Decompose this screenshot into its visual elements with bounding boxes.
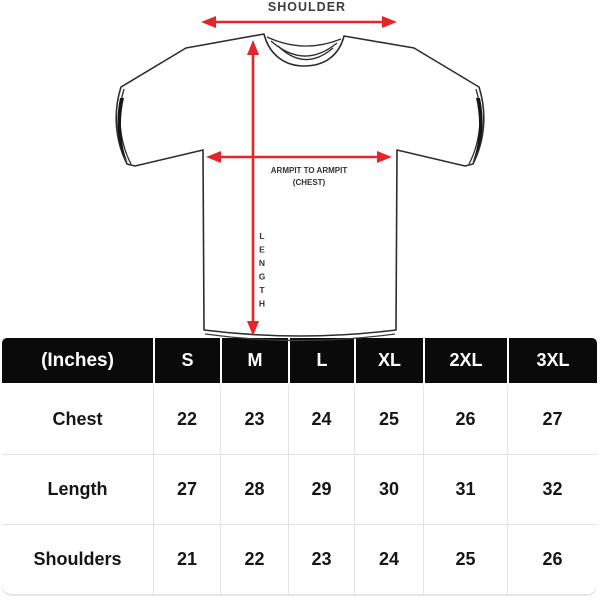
left-cuff-shadow [117, 98, 128, 163]
chest-label-line2: (CHEST) [292, 178, 326, 187]
right-cuff-seam [468, 88, 481, 165]
shoulder-label: SHOULDER [267, 0, 347, 14]
chest-label-line1: ARMPIT TO ARMPIT [270, 166, 348, 175]
cell-chest-l: 24 [289, 385, 355, 454]
cell-shoulders-l: 23 [289, 525, 355, 594]
length-label: LENGTH [257, 231, 267, 312]
header-size-s: S [155, 338, 220, 383]
header-size-3xl: 3XL [509, 338, 597, 383]
cell-chest-s: 22 [154, 385, 221, 454]
size-table-header: (Inches) S M L XL 2XL 3XL [2, 338, 597, 383]
cell-chest-xl: 25 [355, 385, 424, 454]
header-size-2xl: 2XL [425, 338, 507, 383]
length-arrow [247, 40, 259, 336]
cell-shoulders-xl: 24 [355, 525, 424, 594]
size-table-body: Chest 22 23 24 25 26 27 Length 27 28 29 … [2, 385, 597, 594]
collar-line-1 [266, 36, 342, 47]
tshirt-outline [115, 33, 485, 337]
cell-length-s: 27 [154, 455, 221, 524]
cell-length-xl: 30 [355, 455, 424, 524]
cell-shoulders-2xl: 25 [424, 525, 508, 594]
header-size-xl: XL [356, 338, 423, 383]
collar-line-3 [277, 45, 334, 61]
cell-shoulders-m: 22 [221, 525, 289, 594]
right-cuff-shadow [472, 98, 483, 163]
cell-shoulders-3xl: 26 [542, 549, 563, 569]
table-row-shoulders: Shoulders 21 22 23 24 25 26 [2, 524, 597, 594]
header-size-m: M [222, 338, 288, 383]
row-label: Length [2, 455, 154, 524]
table-row-chest: Chest 22 23 24 25 26 27 [2, 385, 597, 454]
cell-shoulders-s: 21 [154, 525, 221, 594]
cell-chest-3xl: 27 [542, 409, 563, 429]
cell-chest-m: 23 [221, 385, 289, 454]
row-label: Shoulders [2, 525, 154, 594]
cell-length-3xl: 32 [542, 479, 563, 499]
cell-length-2xl: 31 [424, 455, 508, 524]
header-unit: (Inches) [2, 338, 153, 383]
shoulder-arrow [201, 16, 397, 28]
table-row-length: Length 27 28 29 30 31 32 [2, 454, 597, 524]
chest-arrow [206, 151, 392, 163]
cell-chest-2xl: 26 [424, 385, 508, 454]
tshirt-diagram [115, 16, 485, 342]
collar-line-2 [270, 40, 338, 57]
size-table: (Inches) S M L XL 2XL 3XL Chest 22 23 24… [2, 338, 597, 594]
chest-label: ARMPIT TO ARMPIT (CHEST) [271, 165, 347, 189]
cell-length-m: 28 [221, 455, 289, 524]
header-size-l: L [290, 338, 354, 383]
cell-length-l: 29 [289, 455, 355, 524]
row-label: Chest [2, 385, 154, 454]
left-cuff-seam [119, 88, 132, 165]
